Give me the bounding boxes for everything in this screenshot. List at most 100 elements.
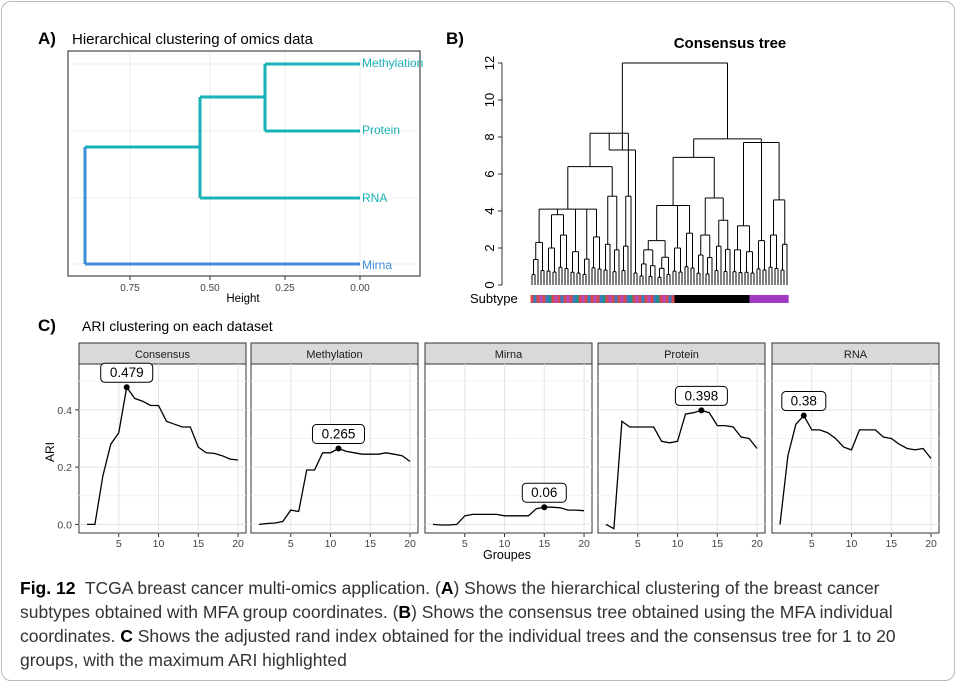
facet-consensus: Consensus 5 10 15 20 0.479 <box>78 342 247 550</box>
panel-a-xlabel: Height <box>226 293 260 305</box>
subtype-cell <box>554 295 558 303</box>
panel-b-consensus-dendrogram <box>531 62 788 285</box>
subtype-cell <box>734 295 738 303</box>
caption-ref-b: B <box>398 602 412 622</box>
subtype-cell <box>545 295 549 303</box>
max-ari-label: 0.38 <box>791 394 817 409</box>
facet-xtick-label: 15 <box>364 538 376 550</box>
subtype-cell <box>770 295 774 303</box>
ari-line-mirna <box>432 506 585 526</box>
subtype-cell <box>656 295 660 303</box>
subtype-cell <box>773 295 777 303</box>
facet-plot-area <box>250 363 419 534</box>
facet-plot-area <box>424 363 593 534</box>
subtype-cell <box>644 295 648 303</box>
subtype-cell <box>548 295 552 303</box>
subtype-cell <box>620 295 624 303</box>
subtype-cell <box>602 295 606 303</box>
max-ari-label-box <box>100 362 154 383</box>
panel-b-ytick-label: 6 <box>482 170 497 177</box>
panel-c-y-axis: 0.0 0.2 0.4 <box>57 405 79 531</box>
subtype-cell <box>617 295 621 303</box>
leaf-label-mirna: Mirna <box>362 258 392 272</box>
panel-b-ytick-label: 8 <box>482 133 497 140</box>
subtype-cell <box>560 295 564 303</box>
subtype-cell <box>749 295 753 303</box>
subtype-cell <box>596 295 600 303</box>
subtype-cell <box>587 295 591 303</box>
subtype-cell <box>674 295 678 303</box>
subtype-cell <box>758 295 762 303</box>
subtype-cell <box>740 295 744 303</box>
subtype-cell <box>692 295 696 303</box>
subtype-cell <box>704 295 708 303</box>
max-ari-label: 0.265 <box>322 427 356 442</box>
subtype-cell <box>761 295 765 303</box>
facet-xtick-label: 10 <box>499 538 511 550</box>
subtype-cell <box>659 295 663 303</box>
subtype-cell <box>662 295 666 303</box>
subtype-cell <box>626 295 630 303</box>
panel-a-xtick-label: 0.25 <box>275 283 295 294</box>
max-ari-point <box>541 504 548 511</box>
subtype-cell <box>752 295 756 303</box>
max-ari-label-box <box>521 482 567 503</box>
subtype-cell <box>725 295 729 303</box>
facet-xtick-label: 10 <box>846 538 858 550</box>
caption-text-b: ) Shows the consensus tree obtained usin… <box>20 602 893 646</box>
panel-c-ytick-label: 0.0 <box>57 519 72 531</box>
subtype-cell <box>578 295 582 303</box>
subtype-cell <box>698 295 702 303</box>
subtype-cell <box>653 295 657 303</box>
panel-c-ytick-label: 0.2 <box>57 462 72 474</box>
subtype-cell <box>623 295 627 303</box>
caption-fig-label: Fig. 12 <box>20 578 76 598</box>
subtype-cell <box>686 295 690 303</box>
subtype-cell <box>785 295 789 303</box>
facet-plot-area <box>78 363 247 534</box>
subtype-cell <box>728 295 732 303</box>
subtype-cell <box>605 295 609 303</box>
subtype-cell <box>764 295 768 303</box>
subtype-cell <box>551 295 555 303</box>
subtype-label: Subtype <box>470 291 518 306</box>
panel-a-xtick-label: 0.50 <box>200 283 220 294</box>
facet-strip-label: Methylation <box>306 349 362 361</box>
subtype-cell <box>629 295 633 303</box>
caption-ref-c: C <box>120 626 133 646</box>
subtype-cell <box>722 295 726 303</box>
ari-line-protein <box>605 409 758 530</box>
caption-lead: TCGA breast cancer multi-omics applicati… <box>84 578 441 598</box>
subtype-cell <box>566 295 570 303</box>
caption-ref-a: A <box>440 578 454 598</box>
subtype-cell <box>719 295 723 303</box>
subtype-cell <box>743 295 747 303</box>
subtype-cell <box>746 295 750 303</box>
max-ari-point <box>335 445 342 452</box>
leaf-label-methylation: Methylation <box>362 56 423 70</box>
panel-a-xtick-label: 0.75 <box>120 283 140 294</box>
max-ari-point <box>800 412 807 419</box>
subtype-cell <box>716 295 720 303</box>
max-ari-label-box <box>781 391 827 412</box>
max-ari-label: 0.06 <box>531 485 557 500</box>
facet-methylation: Methylation 5 10 15 20 0.265 <box>250 342 419 550</box>
facet-xtick-label: 10 <box>153 538 165 550</box>
panel-b-y-axis: 0 2 4 6 8 10 12 <box>482 56 503 289</box>
facet-rna: RNA 5 10 15 20 0.38 <box>771 342 940 550</box>
panel-b-tag: B) <box>446 29 464 48</box>
panel-c-ytick-label: 0.4 <box>57 405 72 417</box>
facet-xtick-label: 5 <box>116 538 122 550</box>
subtype-cell <box>533 295 537 303</box>
ari-line-methylation <box>258 447 411 526</box>
panel-b-ytick-label: 2 <box>482 244 497 251</box>
subtype-cell <box>542 295 546 303</box>
max-ari-point <box>698 407 705 414</box>
subtype-cell <box>575 295 579 303</box>
facet-xtick-label: 15 <box>885 538 897 550</box>
facet-xtick-label: 5 <box>635 538 641 550</box>
facet-xtick-label: 10 <box>672 538 684 550</box>
panel-b-ytick-label: 12 <box>482 56 497 70</box>
facet-xtick-label: 20 <box>578 538 590 550</box>
panel-b-ytick-label: 10 <box>482 93 497 107</box>
